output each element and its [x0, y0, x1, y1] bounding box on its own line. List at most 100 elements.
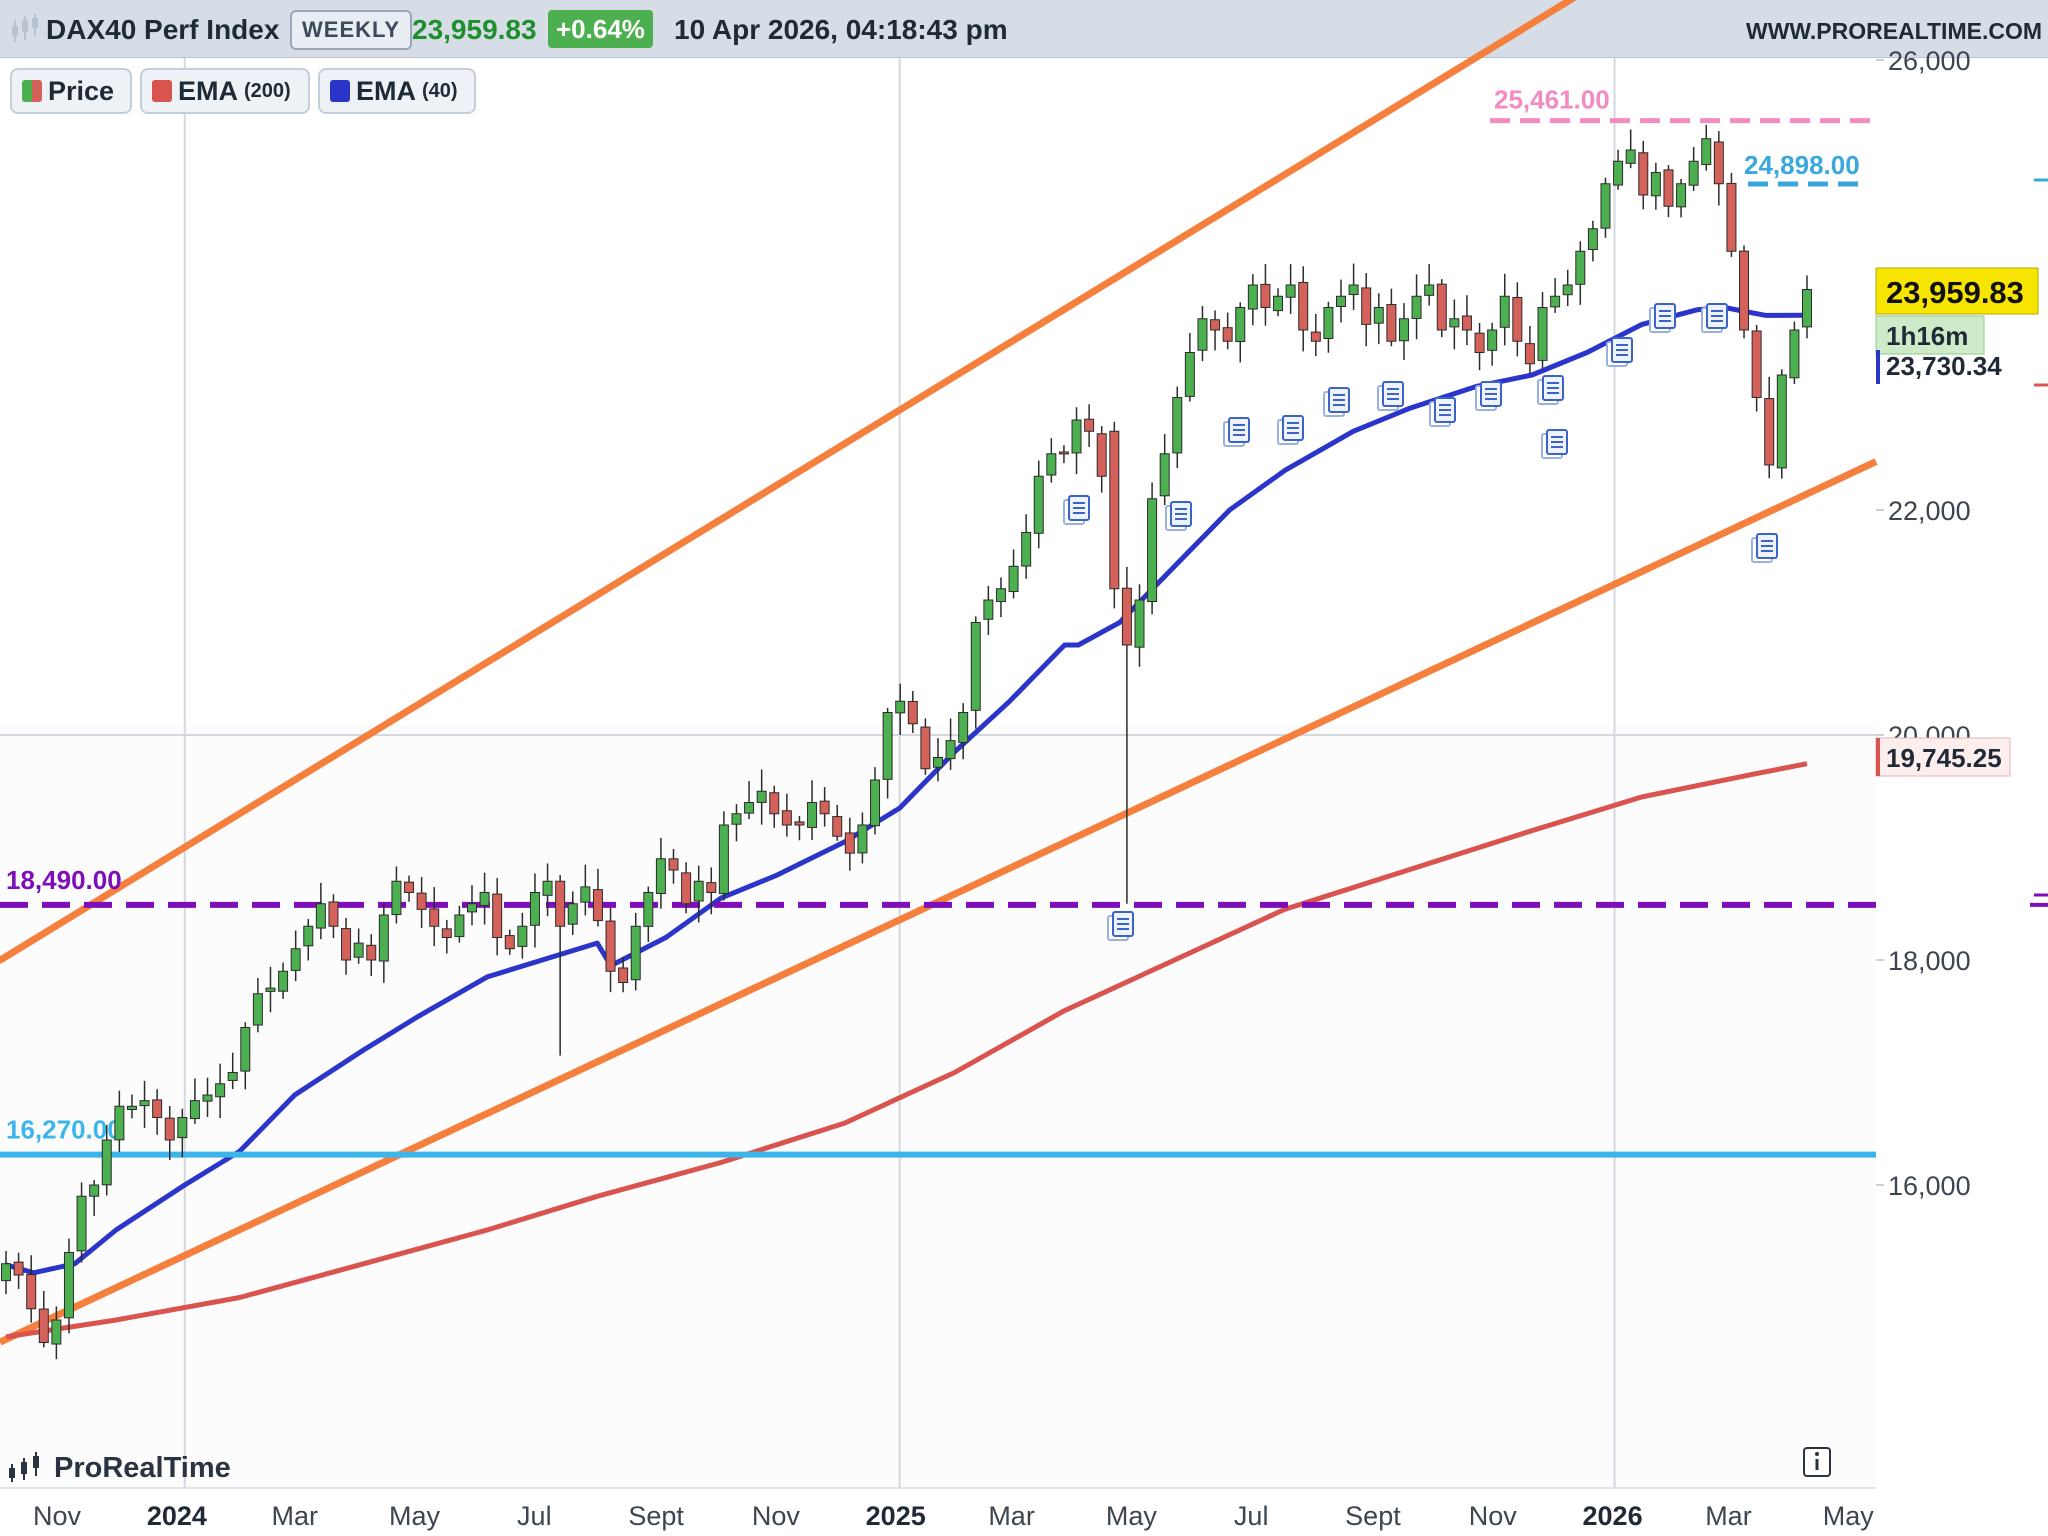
- candle: [819, 787, 830, 827]
- candle-body: [252, 993, 263, 1026]
- candle-body: [807, 802, 818, 828]
- candle-body: [1802, 289, 1812, 328]
- candle: [1461, 295, 1472, 346]
- candle: [1751, 324, 1762, 412]
- level-label-24898: 24,898.00: [1744, 150, 1860, 180]
- candle-body: [630, 925, 641, 981]
- candle: [630, 912, 641, 991]
- candle-body: [290, 948, 301, 971]
- candle: [1285, 264, 1296, 314]
- level-label-18490: 18,490.00: [6, 865, 122, 895]
- candle: [706, 867, 717, 915]
- candle: [542, 863, 553, 917]
- candle: [1739, 245, 1750, 339]
- candle: [240, 1022, 251, 1090]
- candle-body: [706, 882, 717, 894]
- candle: [366, 934, 377, 977]
- candle-body: [504, 935, 515, 950]
- candle: [1713, 131, 1724, 206]
- x-axis-label: Jul: [517, 1501, 552, 1531]
- candle-body: [769, 792, 780, 815]
- ema40-price-label: 23,730.34: [1886, 351, 2002, 381]
- report-icon: [1107, 911, 1134, 941]
- x-axis-label: Mar: [1705, 1501, 1752, 1531]
- candle-body: [1084, 418, 1095, 432]
- candle: [718, 811, 729, 901]
- candle: [1512, 282, 1523, 357]
- candle-body: [1575, 250, 1586, 285]
- candle: [38, 1291, 49, 1348]
- candle-body: [1033, 475, 1044, 534]
- report-icon: [1751, 533, 1778, 563]
- candle-body: [1499, 295, 1510, 328]
- candle: [1298, 266, 1309, 352]
- candle: [592, 868, 603, 927]
- candle-body: [1172, 397, 1183, 454]
- candle-body: [1058, 451, 1069, 455]
- candle: [920, 718, 931, 775]
- candle: [643, 886, 654, 942]
- site-link[interactable]: WWW.PROREALTIME.COM: [1746, 18, 2042, 44]
- legend-ema200-param: (200): [244, 79, 291, 102]
- candle-body: [920, 726, 931, 770]
- candle-body: [26, 1274, 37, 1310]
- timer-label: [1875, 315, 1985, 355]
- candle-body: [895, 700, 906, 714]
- legend-ema200[interactable]: EMA (200): [140, 68, 310, 114]
- candle-body: [844, 832, 855, 854]
- candle: [580, 864, 591, 916]
- candle-body: [1310, 331, 1321, 342]
- candle: [1550, 278, 1561, 313]
- candle: [1336, 279, 1347, 323]
- candle-body: [1600, 183, 1611, 229]
- candle-body: [1562, 284, 1573, 296]
- candle: [1726, 172, 1737, 257]
- candle-body: [1046, 453, 1057, 476]
- candle: [13, 1252, 24, 1289]
- candle-body: [76, 1195, 87, 1252]
- candle: [315, 882, 326, 940]
- candle-body: [756, 790, 767, 803]
- candle-body: [1474, 332, 1485, 353]
- candle-body: [227, 1072, 238, 1081]
- candle: [227, 1052, 238, 1090]
- candle-body: [114, 1105, 125, 1141]
- candles-group: [1, 124, 1812, 1360]
- candle-body: [466, 903, 477, 913]
- candle: [1197, 305, 1208, 362]
- candle-body: [1638, 152, 1649, 196]
- candle: [189, 1078, 200, 1124]
- candle: [895, 683, 906, 735]
- candle: [907, 690, 918, 734]
- candle: [89, 1180, 100, 1217]
- candle-body: [1159, 453, 1170, 497]
- candle-body: [265, 987, 276, 992]
- candle-body: [870, 779, 881, 827]
- ema200-price-label: 19,745.25: [1886, 743, 2002, 773]
- candle-body: [479, 892, 490, 906]
- candle-body: [1348, 284, 1359, 296]
- report-icon: [1537, 375, 1564, 405]
- candle-body: [429, 908, 440, 927]
- candle-body: [378, 914, 389, 962]
- frequency-button[interactable]: WEEKLY: [290, 10, 413, 50]
- candle-body: [1, 1263, 11, 1282]
- ema40-line: [5, 305, 1808, 1276]
- candle: [655, 837, 666, 909]
- candle: [114, 1090, 125, 1152]
- x-axis-label: 2024: [147, 1501, 207, 1531]
- candle: [995, 577, 1006, 618]
- candle-body: [89, 1184, 100, 1197]
- candle: [932, 738, 943, 782]
- candle: [101, 1124, 112, 1196]
- candle: [139, 1080, 150, 1128]
- candle-body: [907, 700, 918, 725]
- candle-body: [126, 1105, 137, 1110]
- candle: [391, 866, 402, 924]
- candle: [882, 707, 893, 799]
- legend-ema40[interactable]: EMA (40): [318, 68, 476, 114]
- candle: [744, 781, 755, 820]
- candle: [492, 878, 503, 956]
- legend-price[interactable]: Price: [10, 68, 132, 114]
